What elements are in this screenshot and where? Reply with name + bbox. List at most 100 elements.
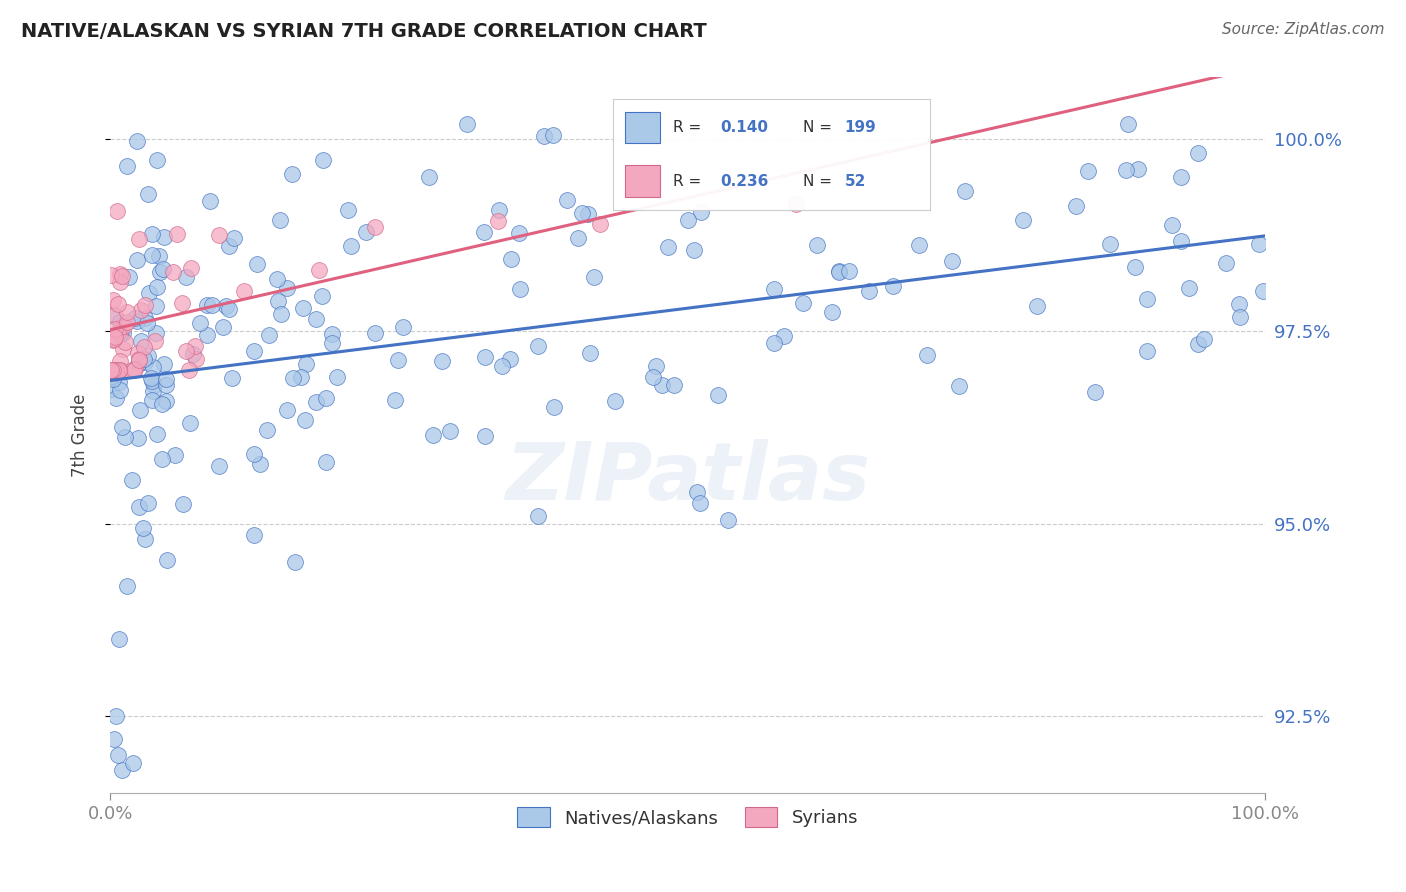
Point — [242, 447, 264, 461]
Point — [128, 352, 150, 367]
Point — [134, 533, 156, 547]
Point — [690, 204, 713, 219]
Point — [1170, 169, 1192, 184]
Point — [215, 299, 238, 313]
Point — [1116, 117, 1139, 131]
Point — [179, 416, 201, 430]
Point — [1125, 260, 1147, 274]
Point — [128, 231, 150, 245]
Point — [105, 366, 128, 380]
Point — [152, 229, 174, 244]
Point — [499, 252, 522, 266]
Point — [211, 320, 233, 334]
Point — [104, 322, 127, 336]
Point — [1135, 344, 1157, 359]
Point — [105, 204, 128, 219]
Point — [134, 298, 156, 312]
Point — [686, 484, 709, 499]
Point — [142, 384, 165, 399]
Point — [138, 286, 160, 301]
Point — [543, 400, 565, 414]
Point — [108, 363, 131, 377]
Point — [100, 363, 122, 377]
Point — [121, 363, 143, 377]
Point — [1187, 146, 1209, 161]
Point — [111, 764, 134, 778]
Point — [1187, 336, 1209, 351]
Point — [141, 393, 163, 408]
Point — [101, 333, 124, 347]
Point — [305, 312, 328, 326]
Point — [541, 128, 564, 143]
Point — [645, 359, 668, 373]
Point — [1136, 292, 1159, 306]
Point — [101, 363, 124, 377]
Point — [858, 284, 880, 298]
Point — [100, 363, 122, 377]
Point — [132, 340, 155, 354]
Point — [578, 346, 600, 360]
Point — [221, 371, 243, 385]
Point — [763, 282, 786, 296]
Point — [218, 239, 240, 253]
Point — [127, 134, 149, 148]
Point — [145, 326, 167, 340]
Point — [115, 315, 138, 329]
Point — [121, 473, 143, 487]
Point — [340, 239, 363, 253]
Point — [588, 218, 610, 232]
Point — [108, 384, 131, 398]
Point — [117, 578, 139, 592]
Point — [571, 206, 593, 220]
Point — [172, 497, 194, 511]
Point — [643, 369, 665, 384]
Point — [682, 243, 704, 257]
Point — [127, 345, 149, 359]
Point — [576, 206, 599, 220]
Point — [166, 227, 188, 242]
Point — [567, 231, 589, 245]
Point — [181, 347, 204, 361]
Point — [717, 513, 740, 527]
Point — [1161, 218, 1184, 232]
Point — [232, 284, 254, 298]
Point — [107, 747, 129, 762]
Point — [111, 326, 134, 341]
Point — [150, 451, 173, 466]
Point — [104, 330, 127, 344]
Point — [486, 214, 509, 228]
Point — [129, 403, 152, 417]
Point — [292, 301, 315, 315]
Point — [112, 318, 135, 333]
Point — [128, 351, 150, 366]
Point — [270, 307, 292, 321]
Point — [124, 363, 146, 377]
Point — [152, 357, 174, 371]
Point — [136, 496, 159, 510]
Point — [321, 327, 343, 342]
Point — [104, 392, 127, 406]
Point — [838, 264, 860, 278]
Point — [828, 265, 851, 279]
Point — [165, 448, 187, 462]
Point — [107, 326, 129, 341]
Point — [136, 186, 159, 201]
Point — [491, 359, 513, 374]
Point — [132, 521, 155, 535]
Point — [101, 293, 124, 307]
Point — [267, 293, 290, 308]
Point — [509, 282, 531, 296]
Point — [110, 320, 132, 334]
Point — [583, 269, 606, 284]
Point — [269, 213, 291, 227]
Point — [155, 371, 177, 385]
Point — [103, 333, 125, 347]
Point — [100, 368, 122, 383]
Point — [821, 305, 844, 319]
Point — [177, 363, 200, 377]
Point — [101, 371, 124, 385]
Point — [1229, 310, 1251, 325]
Point — [104, 308, 127, 322]
Point — [127, 357, 149, 371]
Point — [364, 220, 387, 235]
